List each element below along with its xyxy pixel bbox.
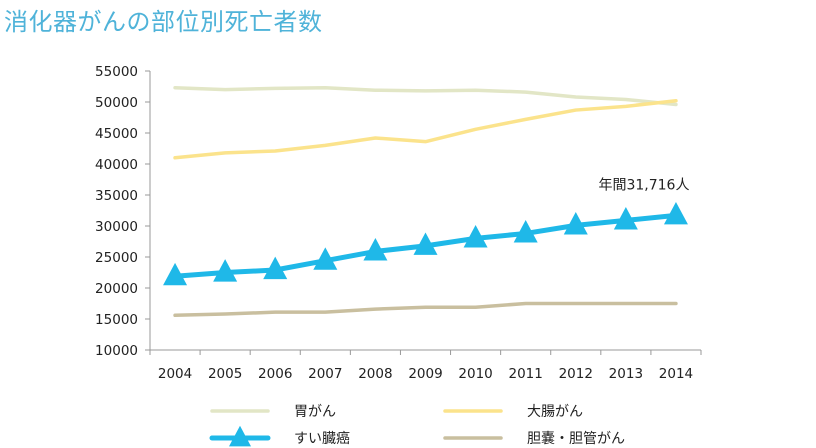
x-tick-label: 2014 (659, 366, 693, 382)
series-marker (513, 220, 538, 243)
y-tick-label: 15000 (95, 312, 138, 328)
y-tick-label: 10000 (95, 343, 138, 359)
annotations: 年間31,716人 (598, 177, 689, 193)
y-tick-label: 20000 (95, 281, 138, 297)
series-line-0 (173, 85, 678, 107)
legend-label: 胆嚢・胆管がん (527, 431, 625, 447)
series-line-3 (173, 301, 678, 318)
legend-label: 胃がん (294, 404, 336, 420)
x-tick-label: 2004 (158, 366, 192, 382)
y-axis: 10000 15000 20000 25000 30000 35000 40000 45000… (95, 64, 151, 359)
legend-label: すい臓癌 (294, 431, 350, 447)
series-marker (163, 262, 188, 286)
chart-title: 消化器がんの部位別死亡者数 (4, 8, 323, 36)
x-tick-label: 2011 (509, 366, 543, 382)
series-marker (263, 256, 288, 280)
series-lines (172, 85, 679, 318)
x-tick-label: 2013 (609, 366, 643, 382)
y-tick-label: 45000 (95, 126, 138, 142)
y-tick-label: 30000 (95, 219, 138, 235)
series-marker (463, 225, 488, 248)
x-tick-label: 2010 (458, 366, 492, 382)
series-marker (213, 259, 238, 282)
legend-label: 大腸がん (527, 404, 583, 420)
x-tick-label: 2005 (208, 366, 242, 382)
y-tick-label: 35000 (95, 188, 138, 204)
x-tick-label: 2007 (308, 366, 342, 382)
annotation-label: 年間31,716人 (598, 177, 689, 193)
series-marker (663, 201, 688, 225)
series-line-1 (173, 99, 678, 160)
x-tick-label: 2006 (258, 366, 292, 382)
y-tick-label: 25000 (95, 250, 138, 266)
x-tick-label: 2009 (408, 366, 442, 382)
y-tick-label: 55000 (95, 64, 138, 80)
series-markers (163, 201, 688, 286)
x-axis: 2004 2005 2006 2007 2008 2009 2010 2011 2012 2013… (149, 349, 702, 382)
x-tick-label: 2012 (559, 366, 593, 382)
series-marker (313, 247, 338, 270)
series-marker (613, 207, 638, 230)
series-marker (363, 238, 388, 261)
series-marker (563, 211, 588, 235)
y-tick-label: 40000 (95, 157, 138, 173)
x-tick-label: 2008 (358, 366, 392, 382)
legend-marker (229, 425, 251, 447)
series-marker (413, 232, 438, 255)
y-tick-label: 50000 (95, 95, 138, 111)
